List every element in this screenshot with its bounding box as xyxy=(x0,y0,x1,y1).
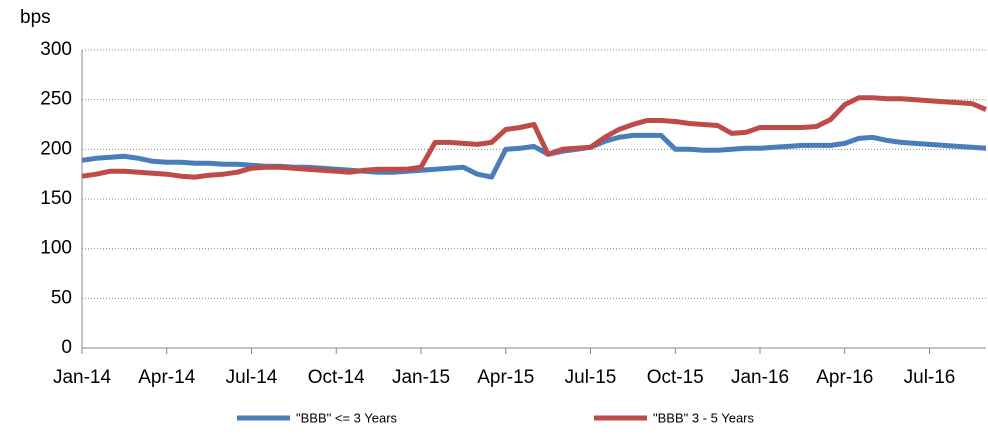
y-tick-label: 50 xyxy=(51,287,72,308)
x-tick-label: Jan-14 xyxy=(53,367,112,388)
x-tick-label: Jan-16 xyxy=(731,367,789,388)
y-tick-label: 150 xyxy=(40,188,72,209)
x-tick-label: Oct-15 xyxy=(647,367,704,388)
x-tick-label: Apr-16 xyxy=(816,367,873,388)
x-tick-label: Jan-15 xyxy=(392,367,450,388)
line-series xyxy=(81,95,987,180)
x-tick-label: Oct-14 xyxy=(308,367,365,388)
x-tick-label: Apr-14 xyxy=(138,367,195,388)
x-tick-label: Apr-15 xyxy=(477,367,534,388)
x-tick-label: Jul-14 xyxy=(226,367,278,388)
y-tick-label: 250 xyxy=(40,89,72,110)
x-tick-label: Jul-16 xyxy=(904,367,956,388)
x-tick-label: Jul-15 xyxy=(565,367,617,388)
line-series xyxy=(81,132,987,180)
y-axis-label: bps xyxy=(20,7,51,28)
y-tick-label: 0 xyxy=(61,337,72,358)
legend-label: "BBB" 3 - 5 Years xyxy=(653,410,755,425)
y-tick-label: 100 xyxy=(40,238,72,259)
legend: "BBB" <= 3 Years "BBB" 3 - 5 Years xyxy=(237,410,755,425)
y-tick-label: 200 xyxy=(40,138,72,159)
legend-label: "BBB" <= 3 Years xyxy=(296,410,398,425)
y-tick-label: 300 xyxy=(40,39,72,60)
